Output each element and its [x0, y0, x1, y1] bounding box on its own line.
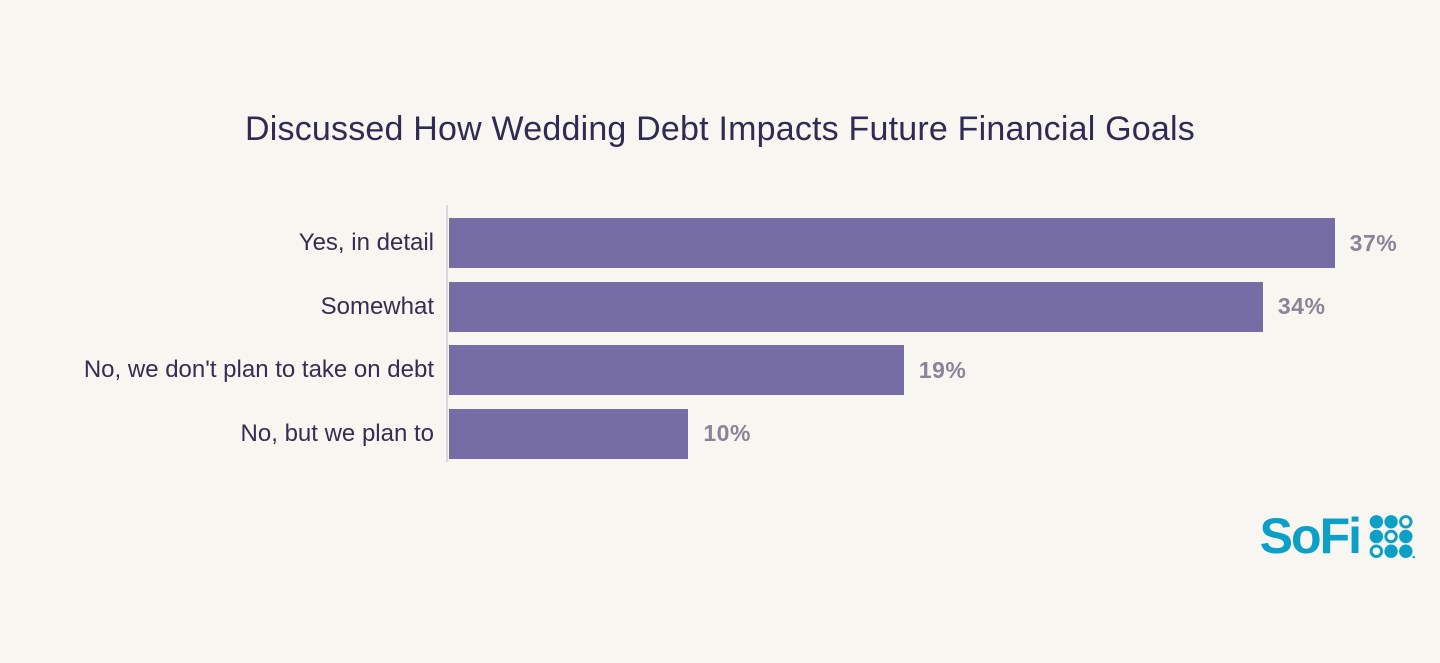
- sofi-logo: SoFi: [1260, 511, 1415, 561]
- bar: [449, 218, 1335, 268]
- bar: [449, 281, 1263, 332]
- bar: [449, 408, 689, 459]
- bar-label: Somewhat: [320, 292, 434, 320]
- bar-value: 34%: [1277, 293, 1326, 319]
- bar-value: 10%: [703, 420, 751, 446]
- bar-label: No, but we plan to: [240, 419, 434, 447]
- chart-rows: Yes, in detail 37% Somewhat 34% No, we d…: [0, 218, 1440, 459]
- chart-title: Discussed How Wedding Debt Impacts Futur…: [245, 110, 1195, 148]
- bar-chart: Yes, in detail 37% Somewhat 34% No, we d…: [0, 205, 1440, 472]
- chart-row: No, we don't plan to take on debt 19%: [0, 345, 1440, 395]
- bar-label: Yes, in detail: [298, 229, 434, 256]
- chart-row: Yes, in detail 37%: [0, 218, 1440, 268]
- bar-value: 19%: [918, 356, 967, 383]
- bar-value: 37%: [1349, 229, 1398, 256]
- sofi-dots-icon: [1369, 514, 1415, 558]
- chart-row: No, but we plan to 10%: [0, 408, 1440, 459]
- chart-row: Somewhat 34%: [0, 281, 1440, 332]
- bar-label: No, we don't plan to take on debt: [83, 356, 434, 383]
- bar: [449, 345, 904, 395]
- sofi-wordmark: SoFi: [1259, 508, 1362, 564]
- y-axis-line: [446, 205, 448, 462]
